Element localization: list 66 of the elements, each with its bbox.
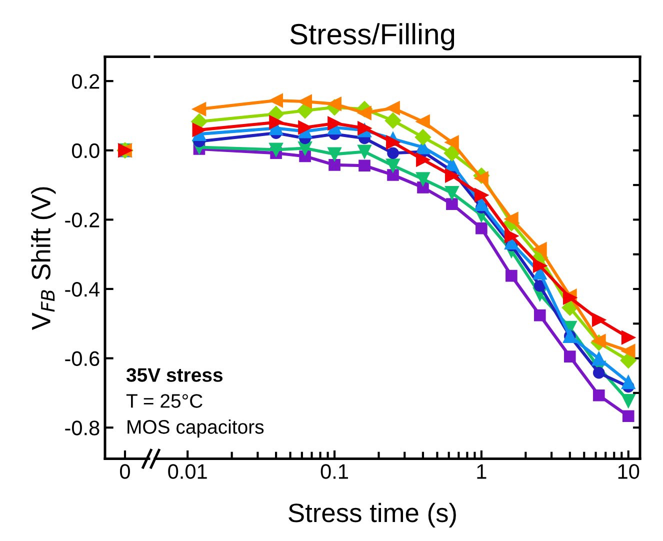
x-tick-label: 0.1 bbox=[320, 464, 348, 479]
y-tick-label: -0.4 bbox=[65, 282, 100, 297]
point bbox=[621, 344, 636, 358]
x-tick-label: 0.01 bbox=[168, 464, 207, 479]
point bbox=[328, 147, 342, 162]
point bbox=[445, 135, 459, 150]
chart-title: Stress/Filling bbox=[290, 23, 454, 50]
point bbox=[532, 242, 547, 256]
point bbox=[416, 114, 430, 129]
point bbox=[387, 169, 399, 181]
point bbox=[592, 389, 605, 402]
point bbox=[474, 171, 488, 186]
point bbox=[474, 188, 488, 202]
point bbox=[534, 280, 546, 292]
y-tick-label: -0.6 bbox=[65, 351, 100, 366]
point bbox=[621, 375, 636, 390]
point bbox=[386, 135, 400, 150]
x-axis-title: Stress time (s) bbox=[288, 502, 456, 528]
point bbox=[504, 229, 518, 243]
point bbox=[621, 330, 636, 344]
point bbox=[298, 120, 312, 134]
point bbox=[358, 106, 372, 120]
point bbox=[358, 144, 372, 159]
point bbox=[592, 312, 606, 327]
annotation: 35V stress bbox=[126, 368, 222, 382]
point bbox=[386, 158, 400, 173]
y-tick-label: 0.0 bbox=[72, 143, 100, 158]
point bbox=[387, 147, 399, 160]
point bbox=[444, 145, 460, 162]
point bbox=[445, 168, 459, 183]
point bbox=[504, 212, 518, 226]
x-tick-label: 1 bbox=[477, 464, 486, 479]
y-axis-title: V$_{FB}$ Shift (V) bbox=[31, 187, 56, 330]
point bbox=[621, 394, 636, 408]
point bbox=[269, 115, 283, 130]
y-tick-label: 0.2 bbox=[72, 74, 100, 89]
point bbox=[269, 142, 283, 157]
point bbox=[358, 160, 370, 172]
point bbox=[564, 350, 576, 362]
point bbox=[592, 334, 606, 348]
point bbox=[328, 96, 342, 111]
annotation: T = 25°C bbox=[126, 394, 202, 408]
point bbox=[506, 270, 518, 282]
y-tick-label: -0.2 bbox=[65, 212, 100, 228]
point bbox=[532, 258, 547, 273]
point bbox=[474, 197, 488, 212]
point bbox=[269, 94, 283, 108]
point bbox=[386, 101, 400, 116]
x-tick-label: 10 bbox=[618, 464, 640, 479]
point bbox=[592, 366, 605, 379]
x-tick-label: 0 bbox=[120, 464, 130, 479]
point bbox=[534, 309, 546, 322]
point bbox=[414, 129, 432, 146]
point bbox=[476, 222, 488, 234]
point bbox=[416, 172, 430, 186]
point bbox=[446, 198, 458, 210]
point bbox=[328, 159, 340, 171]
point bbox=[445, 186, 459, 200]
point bbox=[384, 112, 402, 129]
point bbox=[622, 410, 634, 422]
point bbox=[328, 116, 342, 130]
y-tick-label: -0.8 bbox=[65, 420, 100, 436]
point bbox=[592, 352, 606, 366]
annotation: MOS capacitors bbox=[128, 420, 264, 438]
point bbox=[298, 94, 312, 108]
point bbox=[620, 352, 636, 368]
